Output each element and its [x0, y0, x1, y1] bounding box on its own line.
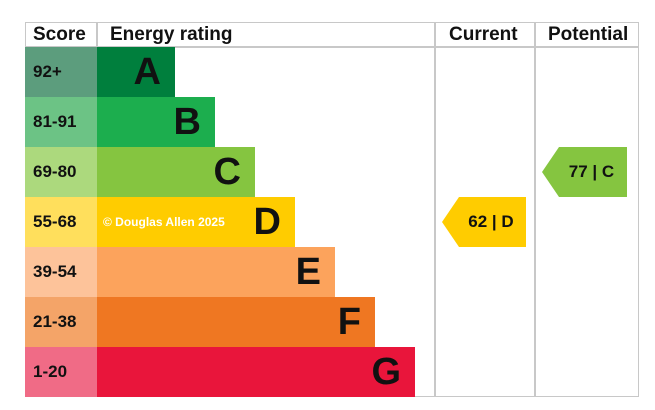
header-current: Current [449, 24, 518, 45]
band-letter: C [213, 151, 241, 193]
score-range-e: 39-54 [25, 247, 97, 297]
band-bar-g: G [97, 347, 415, 397]
score-range-a: 92+ [25, 47, 97, 97]
score-range-f: 21-38 [25, 297, 97, 347]
band-letter: A [133, 51, 161, 93]
band-bar-e: E [97, 247, 335, 297]
potential-rating-label: 77 | C [568, 162, 615, 181]
header-divider [25, 46, 639, 48]
header-potential: Potential [548, 24, 629, 45]
watermark: © Douglas Allen 2025 [103, 215, 225, 229]
score-range-c: 69-80 [25, 147, 97, 197]
header-energy-rating: Energy rating [110, 24, 233, 45]
score-range-g: 1-20 [25, 347, 97, 397]
potential-rating-arrow: 77 | C [542, 147, 627, 197]
score-range-b: 81-91 [25, 97, 97, 147]
band-bar-f: F [97, 297, 375, 347]
band-bar-b: B [97, 97, 215, 147]
band-bar-a: A [97, 47, 175, 97]
band-letter: F [337, 301, 361, 343]
border-right [638, 22, 639, 397]
band-letter: B [173, 101, 201, 143]
col-divider [534, 22, 536, 397]
band-letter: G [371, 351, 401, 393]
band-letter: E [295, 251, 321, 293]
current-rating-arrow: 62 | D [442, 197, 526, 247]
col-divider [96, 22, 98, 47]
header-score: Score [33, 24, 86, 45]
border-top [25, 22, 639, 23]
band-letter: D [253, 201, 281, 243]
score-range-d: 55-68 [25, 197, 97, 247]
col-divider [434, 22, 436, 397]
current-rating-label: 62 | D [468, 212, 514, 231]
band-bar-c: C [97, 147, 255, 197]
band-bar-d: D © Douglas Allen 2025 [97, 197, 295, 247]
